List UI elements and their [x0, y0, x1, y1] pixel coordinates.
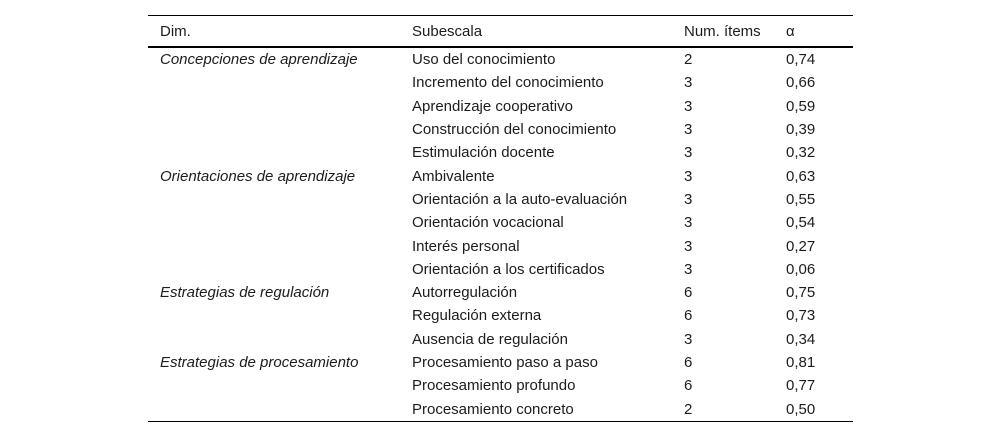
num-items-cell: 3	[684, 260, 693, 278]
num-items-cell: 6	[684, 377, 693, 395]
table-row: Interés personal 3 0,27	[148, 234, 853, 257]
num-items-cell: 3	[684, 97, 693, 115]
table-row: Orientaciones de aprendizaje Ambivalente…	[148, 164, 853, 187]
table-row: Construcción del conocimiento 3 0,39	[148, 118, 853, 141]
subescala-cell: Estimulación docente	[412, 144, 555, 162]
table-body: Concepciones de aprendizaje Uso del cono…	[148, 48, 853, 421]
num-items-cell: 3	[684, 330, 693, 348]
num-items-cell: 6	[684, 284, 693, 302]
table-row: Orientación a la auto-evaluación 3 0,55	[148, 188, 853, 211]
num-items-cell: 3	[684, 214, 693, 232]
subescala-cell: Procesamiento profundo	[412, 377, 576, 395]
table-row: Orientación a los certificados 3 0,06	[148, 258, 853, 281]
num-items-cell: 3	[684, 144, 693, 162]
subescala-cell: Uso del conocimiento	[412, 51, 556, 69]
num-items-cell: 2	[684, 51, 693, 69]
dim-cell: Estrategias de procesamiento	[160, 354, 359, 371]
alpha-cell: 0,39	[786, 121, 816, 139]
subescala-cell: Orientación a los certificados	[412, 260, 605, 278]
alpha-cell: 0,32	[786, 144, 816, 162]
subescala-cell: Aprendizaje cooperativo	[412, 97, 573, 115]
num-items-cell: 3	[684, 190, 693, 208]
table-row: Estimulación docente 3 0,32	[148, 141, 853, 164]
table-row: Estrategias de regulación Autorregulació…	[148, 281, 853, 304]
alpha-cell: 0,06	[786, 260, 816, 278]
alpha-cell: 0,59	[786, 97, 816, 115]
dim-cell: Concepciones de aprendizaje	[160, 51, 358, 69]
subescala-cell: Incremento del conocimiento	[412, 74, 604, 92]
table-header-row: Dim. Subescala Num. ítems α	[148, 16, 853, 48]
table-row: Incremento del conocimiento 3 0,66	[148, 71, 853, 94]
alpha-cell: 0,27	[786, 237, 816, 255]
alpha-cell: 0,55	[786, 190, 816, 208]
table-row: Estrategias de procesamiento Procesamien…	[148, 351, 853, 374]
dim-cell: Estrategias de regulación	[160, 284, 330, 302]
header-dim: Dim.	[160, 22, 191, 40]
subescala-cell: Autorregulación	[412, 284, 518, 302]
subescala-cell: Interés personal	[412, 237, 520, 255]
subescala-cell: Procesamiento paso a paso	[412, 354, 598, 371]
num-items-cell: 3	[684, 167, 693, 185]
table-row: Concepciones de aprendizaje Uso del cono…	[148, 48, 853, 71]
alpha-cell: 0,77	[786, 377, 816, 395]
num-items-cell: 6	[684, 307, 693, 325]
num-items-cell: 6	[684, 354, 693, 371]
alpha-cell: 0,81	[786, 354, 816, 371]
header-num-items: Num. ítems	[684, 22, 761, 40]
num-items-cell: 3	[684, 121, 693, 139]
num-items-cell: 3	[684, 74, 693, 92]
table-row: Aprendizaje cooperativo 3 0,59	[148, 95, 853, 118]
subescala-cell: Ausencia de regulación	[412, 330, 568, 348]
table-row: Ausencia de regulación 3 0,34	[148, 328, 853, 351]
alpha-cell: 0,73	[786, 307, 816, 325]
alpha-cell: 0,66	[786, 74, 816, 92]
subescala-cell: Procesamiento concreto	[412, 400, 574, 418]
subescala-cell: Orientación vocacional	[412, 214, 564, 232]
subescala-cell: Ambivalente	[412, 167, 495, 185]
subescala-cell: Orientación a la auto-evaluación	[412, 190, 628, 208]
alpha-cell: 0,54	[786, 214, 816, 232]
subscales-table: Dim. Subescala Num. ítems α Concepciones…	[148, 15, 853, 422]
subescala-cell: Regulación externa	[412, 307, 542, 325]
alpha-cell: 0,74	[786, 51, 816, 69]
dim-cell: Orientaciones de aprendizaje	[160, 167, 356, 185]
alpha-cell: 0,34	[786, 330, 816, 348]
num-items-cell: 2	[684, 400, 693, 418]
table-row: Regulación externa 6 0,73	[148, 304, 853, 327]
num-items-cell: 3	[684, 237, 693, 255]
alpha-cell: 0,63	[786, 167, 816, 185]
table-row: Procesamiento concreto 2 0,50	[148, 397, 853, 420]
table-row: Procesamiento profundo 6 0,77	[148, 374, 853, 397]
alpha-cell: 0,50	[786, 400, 816, 418]
alpha-cell: 0,75	[786, 284, 816, 302]
table-row: Orientación vocacional 3 0,54	[148, 211, 853, 234]
subescala-cell: Construcción del conocimiento	[412, 121, 617, 139]
header-alpha: α	[786, 22, 795, 40]
header-subescala: Subescala	[412, 22, 483, 40]
